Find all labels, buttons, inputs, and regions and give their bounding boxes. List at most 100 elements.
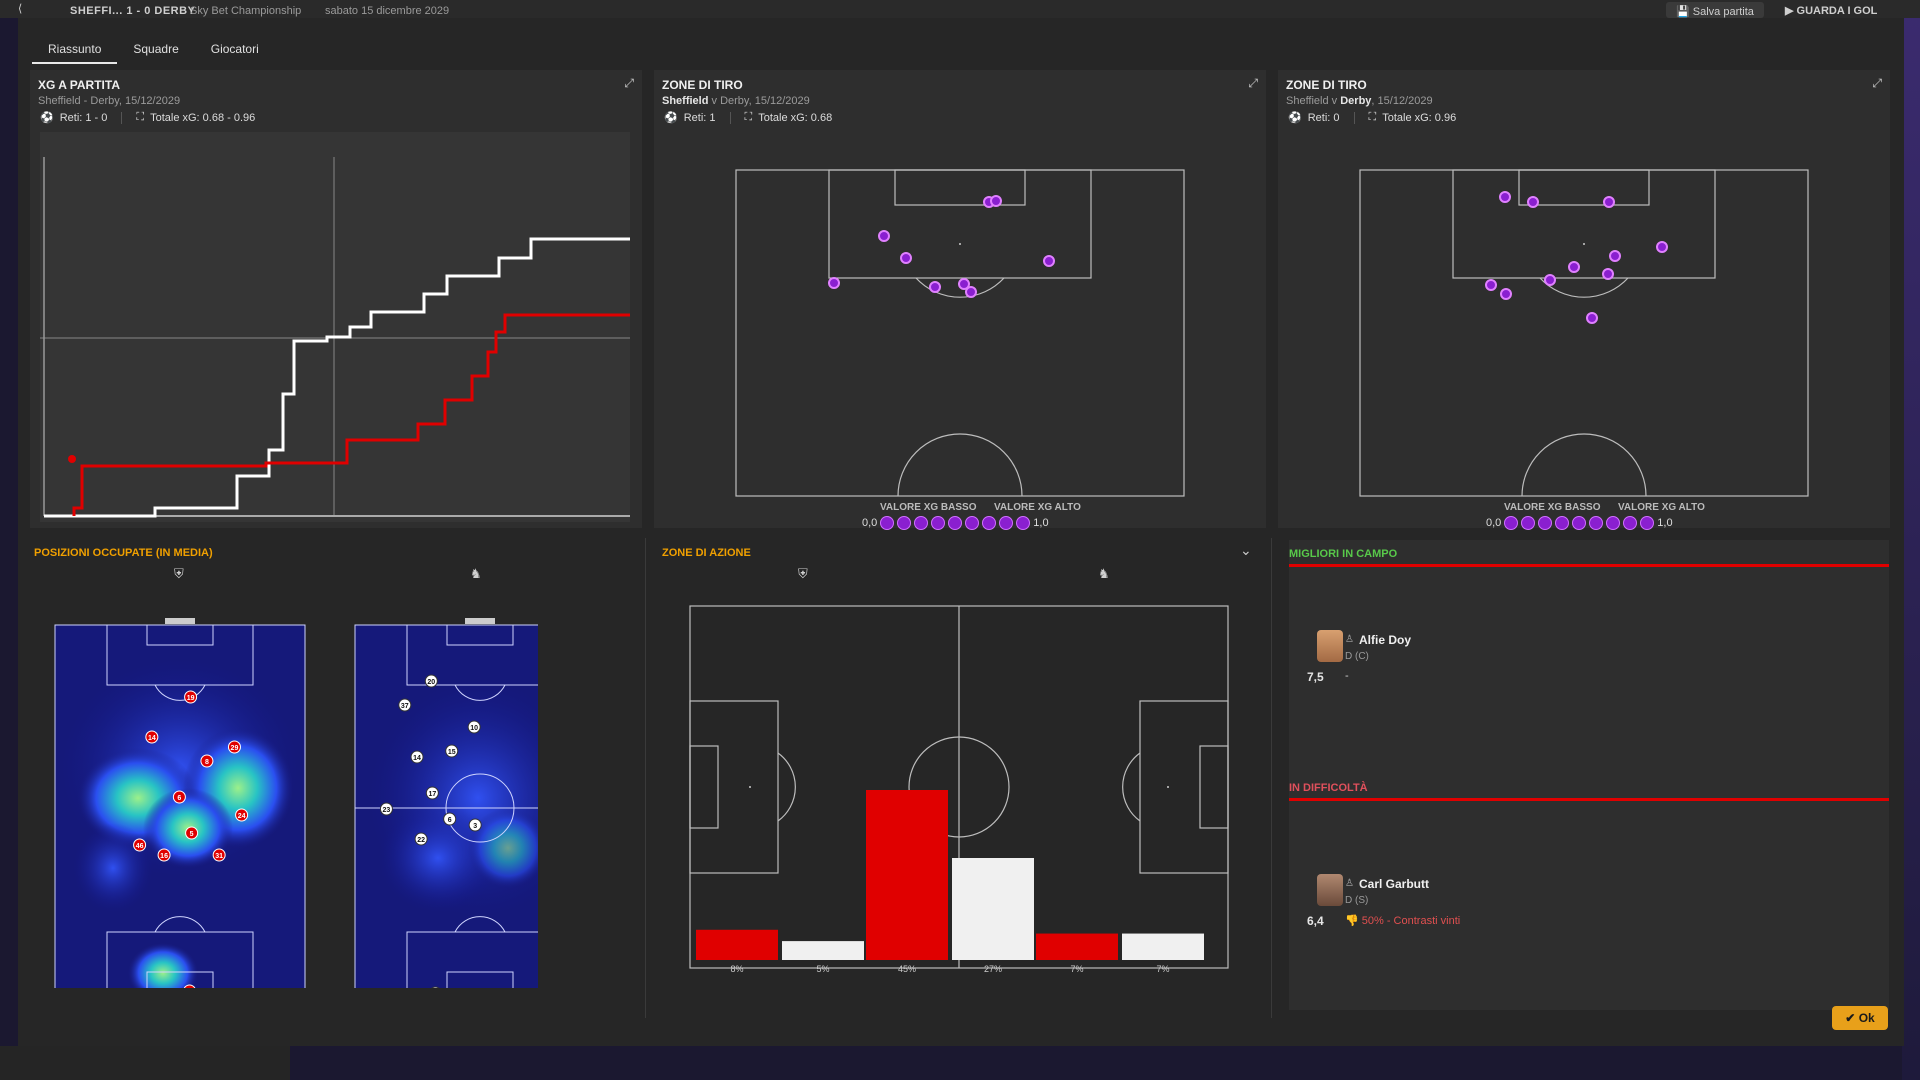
penalty-area-right bbox=[1139, 700, 1229, 874]
shot-marker[interactable] bbox=[900, 252, 912, 264]
worst-player-name[interactable]: Carl Garbutt bbox=[1359, 877, 1430, 891]
shot-zones-home-title: ZONE DI TIRO bbox=[662, 78, 743, 92]
xg-scale: 0,0 1,0 bbox=[862, 516, 1049, 530]
player-number: 3 bbox=[473, 823, 477, 830]
away-player-markers: 2037101415172362231 bbox=[379, 674, 482, 988]
home-xg-line bbox=[72, 313, 630, 516]
shot-marker[interactable] bbox=[929, 281, 941, 293]
player-marker[interactable] bbox=[443, 812, 457, 826]
player-marker[interactable] bbox=[379, 802, 393, 816]
action-zone-bar-label: 7% bbox=[1070, 964, 1083, 974]
player-marker[interactable] bbox=[398, 698, 412, 712]
shot-marker[interactable] bbox=[1586, 312, 1598, 324]
expand-icon[interactable]: ⤢ bbox=[1872, 76, 1882, 90]
player-marker[interactable] bbox=[425, 786, 439, 800]
action-zone-bar bbox=[696, 929, 778, 960]
xg-chart-background bbox=[40, 132, 630, 522]
tab-giocatori[interactable]: Giocatori bbox=[210, 42, 259, 56]
xg-scale-max: 1,0 bbox=[1033, 517, 1049, 529]
away-heatmap bbox=[354, 618, 538, 988]
shot-marker[interactable] bbox=[1485, 279, 1497, 291]
penalty-area bbox=[406, 931, 538, 988]
match-score-title: SHEFFI... 1 - 0 DERBY bbox=[70, 5, 196, 17]
player-marker[interactable] bbox=[410, 750, 424, 764]
player-marker[interactable] bbox=[185, 826, 199, 840]
goal-area-left bbox=[689, 745, 719, 829]
shot-marker[interactable] bbox=[1500, 288, 1512, 300]
player-marker[interactable] bbox=[429, 986, 441, 988]
expand-icon[interactable]: ⤢ bbox=[624, 76, 634, 90]
expand-icon[interactable]: ⤢ bbox=[1248, 76, 1258, 90]
shot-marker[interactable] bbox=[990, 195, 1002, 207]
player-marker[interactable] bbox=[424, 674, 438, 688]
match-header: ⟨ SHEFFI... 1 - 0 DERBY Sky Bet Champion… bbox=[0, 0, 1920, 18]
player-number: 6 bbox=[448, 817, 452, 824]
shot-marker[interactable] bbox=[1609, 250, 1621, 262]
shot-marker[interactable] bbox=[1656, 241, 1668, 253]
player-number: 31 bbox=[215, 853, 223, 860]
player-marker[interactable] bbox=[200, 754, 214, 768]
action-zones-title: ZONE DI AZIONE bbox=[662, 547, 751, 559]
player-marker[interactable] bbox=[445, 744, 459, 758]
player-number: 29 bbox=[231, 745, 239, 752]
tab-squadre[interactable]: Squadre bbox=[133, 42, 179, 56]
shot-marker[interactable] bbox=[1603, 196, 1615, 208]
penalty-arc-right bbox=[1122, 752, 1141, 822]
watch-goals-button[interactable]: ▶ GUARDA I GOL bbox=[1785, 5, 1878, 17]
player-marker[interactable] bbox=[414, 832, 428, 846]
tab-riassunto[interactable]: Riassunto bbox=[32, 38, 118, 64]
xg-panel-subtitle: Sheffield - Derby, 15/12/2029 bbox=[38, 95, 181, 107]
shot-marker[interactable] bbox=[958, 278, 970, 290]
shot-marker[interactable] bbox=[1602, 268, 1614, 280]
away-goals: Reti: 0 bbox=[1307, 111, 1340, 124]
shot-marker[interactable] bbox=[965, 286, 977, 298]
xg-scale-dot bbox=[1521, 516, 1536, 530]
center-circle bbox=[1521, 433, 1647, 497]
penalty-arc bbox=[154, 684, 206, 701]
player-marker[interactable] bbox=[184, 690, 198, 704]
tab-bar: Riassunto Squadre Giocatori bbox=[32, 38, 275, 64]
shot-marker[interactable] bbox=[1568, 261, 1580, 273]
player-marker[interactable] bbox=[183, 984, 196, 988]
penalty-area bbox=[1452, 169, 1716, 279]
player-marker[interactable] bbox=[133, 838, 147, 852]
shot-marker[interactable] bbox=[878, 230, 890, 242]
player-marker[interactable] bbox=[172, 790, 186, 804]
save-match-button[interactable]: 💾 Salva partita bbox=[1666, 2, 1764, 18]
shot-marker[interactable] bbox=[1527, 196, 1539, 208]
shot-marker[interactable] bbox=[1043, 255, 1055, 267]
center-circle bbox=[445, 773, 515, 843]
chevron-down-icon[interactable]: ⌄ bbox=[1240, 542, 1252, 558]
player-marker[interactable] bbox=[145, 730, 159, 744]
player-number: 14 bbox=[413, 755, 421, 762]
player-marker[interactable] bbox=[212, 848, 226, 862]
goal-top bbox=[165, 618, 195, 624]
ball-icon: ⚽ bbox=[664, 112, 678, 124]
action-zone-bar bbox=[1122, 933, 1204, 960]
player-marker[interactable] bbox=[227, 740, 241, 754]
player-number: 22 bbox=[417, 837, 425, 844]
action-zone-bar bbox=[782, 941, 864, 960]
away-crest-icon: ♞ bbox=[470, 566, 482, 581]
back-icon[interactable]: ⟨ bbox=[18, 3, 23, 15]
action-zone-bar-label: 45% bbox=[898, 964, 916, 974]
shot-marker[interactable] bbox=[1499, 191, 1511, 203]
shot-marker[interactable] bbox=[1544, 274, 1556, 286]
xg-scale-dot bbox=[1623, 516, 1638, 530]
player-marker[interactable] bbox=[468, 818, 482, 832]
player-marker[interactable] bbox=[235, 808, 249, 822]
player-marker[interactable] bbox=[157, 848, 171, 862]
xg-scale-max: 1,0 bbox=[1657, 517, 1673, 529]
penalty-spot bbox=[1583, 243, 1585, 245]
divider bbox=[1271, 538, 1272, 1018]
shot-marker[interactable] bbox=[828, 277, 840, 289]
xg-scale-dot bbox=[880, 516, 895, 530]
player-marker[interactable] bbox=[467, 720, 481, 734]
xg-high-label: VALORE XG ALTO bbox=[994, 502, 1081, 513]
average-positions-heatmaps: 1914829652446163115 2037101415172362231 bbox=[54, 618, 538, 988]
xg-scale-dot bbox=[1538, 516, 1553, 530]
ok-button[interactable]: ✔ Ok bbox=[1832, 1006, 1888, 1030]
shot-zones-home-rest: v Derby, 15/12/2029 bbox=[708, 95, 810, 107]
best-player-name[interactable]: Alfie Doy bbox=[1359, 633, 1412, 647]
worst-player-rating: 6,4 bbox=[1307, 914, 1324, 928]
